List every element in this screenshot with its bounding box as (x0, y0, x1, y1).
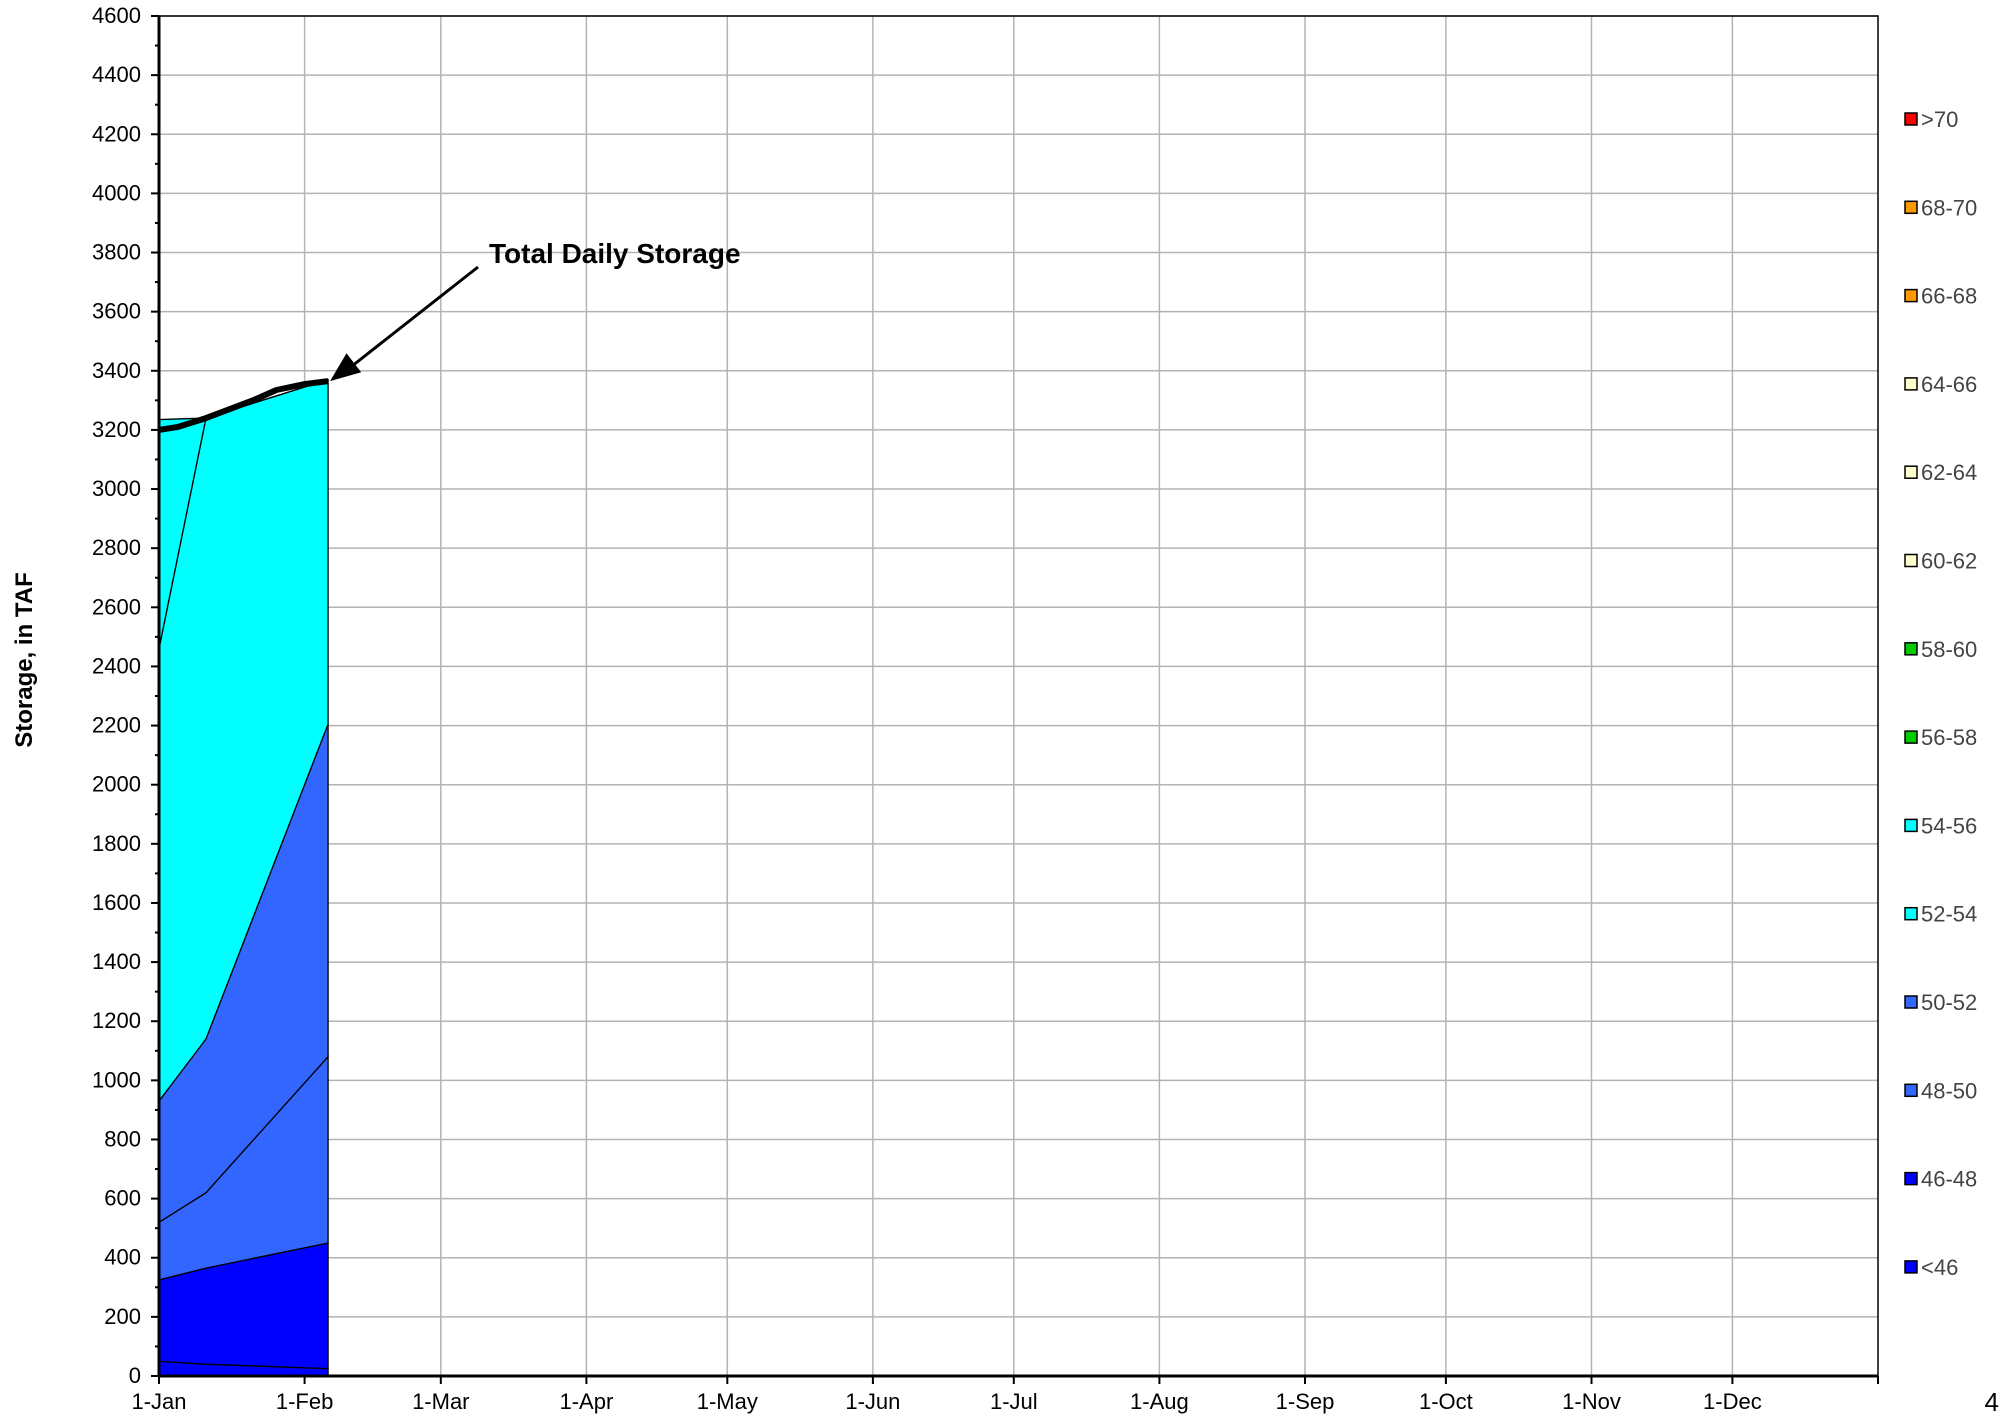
legend-label: >70 (1921, 107, 1958, 132)
y-tick-label: 1400 (92, 949, 141, 974)
annotation-label: Total Daily Storage (489, 238, 741, 269)
y-tick-label: 2200 (92, 713, 141, 738)
y-tick-label: 600 (104, 1186, 141, 1211)
legend-label: 58-60 (1921, 637, 1977, 662)
legend-label: 48-50 (1921, 1078, 1977, 1103)
y-tick-label: 3000 (92, 476, 141, 501)
legend-swatch (1904, 1260, 1918, 1274)
legend-label: 62-64 (1921, 460, 1977, 485)
x-tick-label: 1-Mar (412, 1389, 469, 1414)
annotation-group: Total Daily Storage (330, 238, 741, 382)
y-tick-label: 3400 (92, 358, 141, 383)
y-tick-label: 3200 (92, 417, 141, 442)
legend-label: 68-70 (1921, 195, 1977, 220)
y-tick-label: 2800 (92, 535, 141, 560)
x-tick-labels: 1-Jan 1-Feb 1-Mar 1-Apr 1-May 1-Jun 1-Jul 1-Aug… (131, 1389, 1761, 1414)
y-tick-label: 1000 (92, 1067, 141, 1092)
x-tick-label: 1-Sep (1276, 1389, 1335, 1414)
y-tick-label: 1200 (92, 1008, 141, 1033)
gridlines (158, 15, 1878, 1377)
y-axis-label: Storage, in TAF (11, 572, 38, 748)
x-tick-label: 1-Aug (1130, 1389, 1189, 1414)
legend-swatch (1904, 642, 1918, 656)
x-tick-label: 1-Jul (990, 1389, 1038, 1414)
y-tick-label: 0 (129, 1363, 141, 1388)
legend-swatch (1904, 112, 1918, 126)
legend-label: 64-66 (1921, 372, 1977, 397)
x-tick-label: 1-May (697, 1389, 758, 1414)
y-tick-label: 3800 (92, 240, 141, 265)
y-tick-label: 4200 (92, 121, 141, 146)
plot-frame (158, 15, 1879, 1377)
legend-swatch (1904, 1083, 1918, 1098)
x-tick-label: 1-Apr (560, 1389, 614, 1414)
legend-swatch (1904, 288, 1918, 303)
legend-label: 50-52 (1921, 990, 1977, 1015)
total-daily-storage-line (158, 378, 329, 433)
total-storage-line-group (158, 378, 329, 433)
y-tick-label: 4400 (92, 62, 141, 87)
y-tick-label: 400 (104, 1245, 141, 1270)
x-tick-label: 1-Feb (276, 1389, 333, 1414)
legend-label: 46-48 (1921, 1167, 1977, 1192)
legend-swatch (1904, 1171, 1918, 1186)
y-tick-label: 1800 (92, 831, 141, 856)
legend-swatch (1904, 818, 1918, 833)
y-tick-labels: 0 200 400 600 800 1000 1200 1400 1600 1800 2000 220… (92, 3, 141, 1388)
stacked-areas (158, 378, 329, 1377)
legend-swatch (1904, 995, 1918, 1009)
x-tick-label: 1-Nov (1562, 1389, 1621, 1414)
legend-swatch (1904, 377, 1918, 391)
y-tick-label: 2400 (92, 653, 141, 678)
axes (151, 15, 1879, 1384)
legend-swatch (1904, 730, 1918, 744)
x-tick-label: 1-Dec (1703, 1389, 1762, 1414)
legend-swatch (1904, 553, 1918, 568)
legend-label: 54-56 (1921, 813, 1977, 838)
page-number: 4 (1985, 1387, 1999, 1417)
legend-label: 66-68 (1921, 284, 1977, 309)
legend-swatch (1904, 465, 1918, 479)
annotation-arrow-shaft (347, 265, 479, 371)
legend-swatch (1904, 906, 1918, 921)
legend-label: <46 (1921, 1255, 1958, 1280)
y-tick-label: 4600 (92, 3, 141, 28)
y-tick-label: 2000 (92, 772, 141, 797)
annotation-arrow-head (330, 353, 362, 382)
y-tick-label: 800 (104, 1126, 141, 1151)
legend-label: 60-62 (1921, 549, 1977, 574)
y-tick-label: 2600 (92, 594, 141, 619)
x-tick-label: 1-Oct (1419, 1389, 1473, 1414)
y-tick-label: 200 (104, 1304, 141, 1329)
x-tick-label: 1-Jan (131, 1389, 186, 1414)
x-tick-label: 1-Jun (845, 1389, 900, 1414)
legend-label: 52-54 (1921, 902, 1977, 927)
y-tick-label: 3600 (92, 299, 141, 324)
legend: >70 68-70 66-68 64-66 62-64 60-62 58-60 56-58 54… (1904, 107, 1977, 1280)
y-tick-label: 4000 (92, 180, 141, 205)
legend-label: 56-58 (1921, 725, 1977, 750)
y-tick-label: 1600 (92, 890, 141, 915)
legend-swatch (1904, 200, 1918, 215)
